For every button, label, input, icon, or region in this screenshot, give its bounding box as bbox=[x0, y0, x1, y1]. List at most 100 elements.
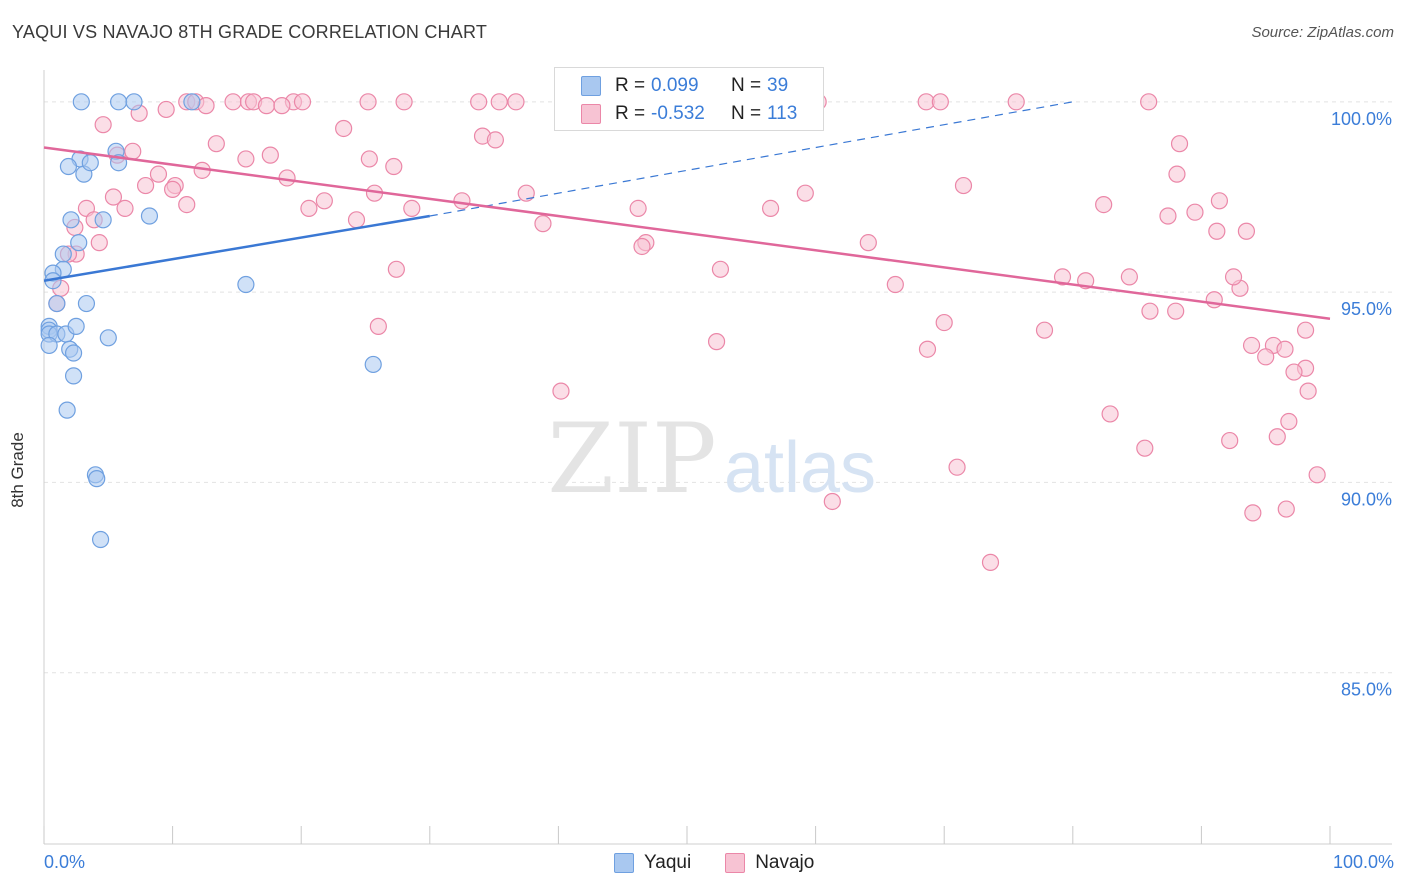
navajo-swatch bbox=[581, 104, 601, 124]
navajo-point bbox=[629, 199, 647, 218]
source-note: Source: ZipAtlas.com bbox=[1251, 24, 1394, 41]
navajo-point bbox=[796, 184, 814, 202]
y-axis-label: 8th Grade bbox=[8, 432, 27, 508]
navajo-point bbox=[954, 176, 973, 195]
yaqui-point bbox=[364, 355, 382, 374]
watermark-zip: ZIP bbox=[547, 403, 716, 515]
navajo-r-label: R = bbox=[615, 103, 646, 124]
navajo-point bbox=[360, 150, 378, 168]
navajo-point bbox=[293, 93, 312, 111]
navajo-point bbox=[124, 142, 142, 160]
navajo-point bbox=[1224, 268, 1243, 286]
navajo-point bbox=[859, 234, 877, 252]
y-tick-label: 95.0% bbox=[1341, 299, 1392, 319]
navajo-point bbox=[261, 146, 279, 164]
yaqui-point bbox=[67, 317, 85, 335]
navajo-point bbox=[1210, 192, 1229, 210]
navajo-point bbox=[1140, 93, 1158, 111]
series-legend: Yaqui Navajo bbox=[614, 852, 848, 874]
navajo-point bbox=[1237, 222, 1256, 240]
yaqui-point bbox=[62, 211, 80, 229]
navajo-point bbox=[823, 492, 841, 511]
navajo-point bbox=[1299, 382, 1317, 400]
navajo-point bbox=[1159, 207, 1177, 225]
navajo-point bbox=[453, 192, 471, 210]
yaqui-point bbox=[109, 93, 128, 111]
yaqui-n-label: N = bbox=[731, 75, 762, 96]
navajo-point bbox=[164, 180, 182, 198]
navajo-point bbox=[1095, 195, 1113, 214]
y-tick-label: 85.0% bbox=[1341, 680, 1392, 700]
navajo-point bbox=[136, 176, 155, 195]
navajo-n-label: N = bbox=[731, 103, 762, 124]
navajo-point bbox=[1136, 439, 1154, 457]
legend-item-navajo: Navajo bbox=[725, 852, 814, 874]
navajo-point bbox=[761, 199, 780, 218]
navajo-point bbox=[1208, 222, 1226, 240]
yaqui-trendline-extension bbox=[429, 101, 1073, 217]
navajo-point bbox=[1141, 302, 1159, 320]
navajo-point bbox=[94, 116, 112, 134]
yaqui-point bbox=[91, 530, 110, 549]
yaqui-point bbox=[59, 157, 78, 176]
legend-yaqui-swatch bbox=[614, 853, 634, 873]
navajo-point bbox=[935, 313, 953, 332]
navajo-point bbox=[403, 199, 421, 218]
navajo-point bbox=[931, 93, 949, 111]
navajo-point bbox=[90, 234, 108, 252]
yaqui-point bbox=[99, 329, 117, 347]
navajo-point bbox=[981, 553, 1000, 571]
yaqui-trendline bbox=[43, 214, 431, 282]
yaqui-point bbox=[64, 367, 83, 385]
navajo-point bbox=[552, 382, 570, 400]
navajo-point bbox=[1308, 466, 1326, 484]
navajo-point bbox=[149, 165, 168, 183]
navajo-point bbox=[387, 260, 405, 278]
navajo-point bbox=[1257, 348, 1275, 366]
navajo-point bbox=[1186, 203, 1204, 221]
yaqui-point bbox=[237, 275, 255, 294]
legend-navajo-label: Navajo bbox=[755, 852, 815, 873]
navajo-point bbox=[534, 215, 552, 233]
legend-navajo-swatch bbox=[725, 853, 746, 873]
navajo-point bbox=[517, 184, 535, 202]
navajo-point bbox=[886, 275, 904, 294]
navajo-point bbox=[711, 260, 730, 278]
navajo-point bbox=[1285, 363, 1303, 381]
yaqui-point bbox=[81, 154, 99, 172]
legend-yaqui-label: Yaqui bbox=[644, 852, 692, 873]
navajo-point bbox=[1168, 165, 1186, 183]
yaqui-n-value: 39 bbox=[767, 75, 789, 96]
navajo-point bbox=[1170, 135, 1189, 153]
yaqui-point bbox=[54, 245, 72, 263]
navajo-point bbox=[347, 211, 366, 229]
navajo-point bbox=[178, 195, 196, 214]
navajo-point bbox=[224, 93, 242, 111]
yaqui-swatch bbox=[581, 76, 601, 96]
navajo-point bbox=[157, 100, 175, 119]
navajo-point bbox=[486, 131, 504, 149]
navajo-point bbox=[470, 93, 488, 111]
navajo-r-value: -0.532 bbox=[651, 103, 705, 124]
yaqui-point bbox=[125, 93, 143, 111]
navajo-point bbox=[207, 135, 225, 153]
navajo-point bbox=[1268, 428, 1286, 446]
yaqui-r-label: R = bbox=[615, 75, 646, 96]
navajo-point bbox=[1244, 504, 1262, 522]
navajo-point bbox=[1120, 268, 1138, 286]
legend-row-yaqui: R = 0.099 N = 39 bbox=[581, 73, 788, 99]
navajo-point bbox=[273, 97, 291, 115]
yaqui-point bbox=[64, 344, 83, 362]
navajo-point bbox=[385, 157, 403, 176]
navajo-point bbox=[1242, 336, 1261, 355]
navajo-point bbox=[948, 458, 966, 476]
navajo-point bbox=[507, 93, 525, 111]
navajo-point bbox=[104, 188, 123, 206]
yaqui-point bbox=[72, 93, 90, 111]
chart-title: YAQUI VS NAVAJO 8TH GRADE CORRELATION CH… bbox=[12, 22, 488, 42]
yaqui-point bbox=[183, 93, 201, 111]
navajo-point bbox=[300, 199, 318, 218]
navajo-point bbox=[237, 150, 255, 168]
watermark-atlas: atlas bbox=[724, 428, 876, 508]
